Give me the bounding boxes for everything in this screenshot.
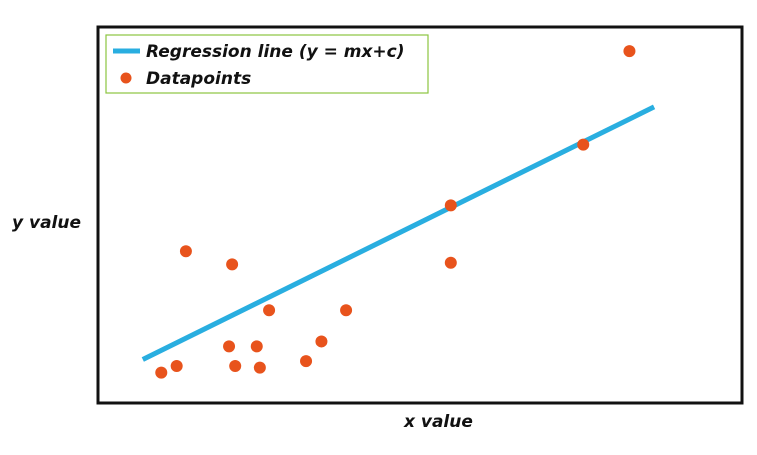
datapoints-layer <box>155 45 636 379</box>
datapoint-10 <box>300 355 313 368</box>
datapoint-11 <box>315 335 328 348</box>
legend-regression-label: Regression line (y = mx+c) <box>146 42 405 62</box>
legend-datapoints-swatch <box>120 72 132 84</box>
legend: Regression line (y = mx+c) Datapoints <box>105 34 429 94</box>
datapoint-12 <box>340 304 353 317</box>
datapoint-15 <box>577 138 590 151</box>
datapoint-8 <box>253 361 266 374</box>
datapoint-16 <box>623 45 636 58</box>
datapoint-3 <box>179 245 192 258</box>
y-axis-label: y value <box>12 213 81 233</box>
regression-line-layer <box>141 104 656 362</box>
x-axis-label: x value <box>403 412 473 432</box>
datapoint-13 <box>444 256 457 269</box>
datapoint-4 <box>223 340 236 353</box>
regression-line <box>141 104 656 362</box>
datapoint-5 <box>226 258 239 271</box>
datapoint-9 <box>263 304 276 317</box>
datapoint-7 <box>250 340 263 353</box>
datapoint-6 <box>229 360 242 373</box>
legend-datapoints-label: Datapoints <box>146 69 251 89</box>
datapoint-2 <box>170 360 183 373</box>
legend-box <box>105 34 429 94</box>
datapoint-1 <box>155 366 168 379</box>
datapoint-14 <box>444 199 457 212</box>
plot-frame <box>96 25 744 405</box>
